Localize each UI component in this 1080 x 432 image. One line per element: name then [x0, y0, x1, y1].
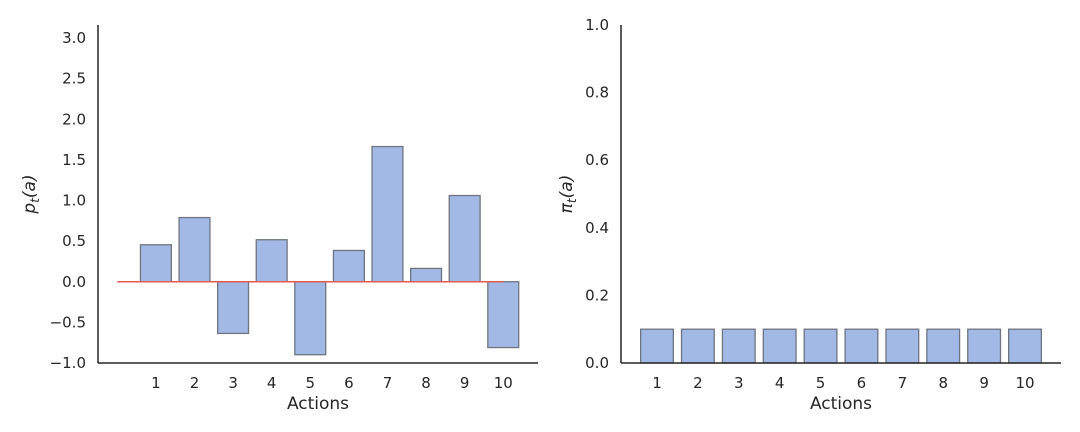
bar-action-3	[216, 281, 250, 335]
bar-action-5	[803, 328, 838, 364]
bar-action-2	[680, 328, 715, 364]
chart-2: 0.0 0.2 0.4 0.6 0.8 1.0 1 2 3 4 5 6 7 8 9 10 Actions πt(a…	[557, 16, 1061, 414]
y-axis-label: pt(a)	[20, 174, 42, 214]
x-tick-label: 8	[938, 374, 948, 392]
bar-action-2	[178, 216, 211, 283]
bar-action-1	[639, 328, 674, 364]
y-tick-label: 0.4	[585, 219, 609, 237]
x-tick-label: 10	[1015, 374, 1034, 392]
y-tick-label: 1.0	[585, 16, 609, 34]
x-tick-label: 7	[383, 374, 393, 392]
y-tick-label: 2.0	[62, 110, 86, 128]
x-tick-label: 2	[693, 374, 703, 392]
y-tick-label: 1.0	[62, 192, 86, 210]
x-tick-label: 2	[190, 374, 200, 392]
x-tick-label: 4	[775, 374, 785, 392]
bar-action-10	[487, 281, 520, 349]
y-tick-label: 3.0	[62, 29, 86, 47]
y-tick-label: 1.5	[62, 151, 86, 169]
x-tick-label: 7	[898, 374, 908, 392]
bar-action-3	[721, 328, 756, 364]
bar-action-8	[926, 328, 961, 364]
y-tick-label: 0.5	[62, 232, 86, 250]
x-tick-label: 6	[857, 374, 867, 392]
x-tick-label: 9	[460, 374, 470, 392]
x-axis-label: Actions	[287, 394, 349, 414]
x-tick-label: 9	[979, 374, 989, 392]
x-tick-label: 1	[652, 374, 662, 392]
x-tick-label: 1	[151, 374, 161, 392]
y-tick-label: 0.0	[585, 354, 609, 372]
bar-action-4	[255, 239, 288, 283]
y-axis-label: πt(a)	[557, 175, 579, 214]
bar-action-9	[967, 328, 1002, 364]
bar-action-4	[762, 328, 797, 364]
y-tick-label: 0.6	[585, 151, 609, 169]
bar-action-6	[332, 249, 365, 283]
bar-action-5	[294, 281, 327, 356]
bar-action-7	[371, 145, 404, 283]
bar-action-10	[1008, 328, 1043, 364]
x-tick-label: 10	[494, 374, 513, 392]
bar-action-8	[409, 267, 443, 283]
y-tick-label: 0.2	[585, 286, 609, 304]
bar-action-1	[139, 244, 172, 283]
chart-1: −1.0 −0.5 0.0 0.5 1.0 1.5 2.0 2.5 3.0 1 2 3 4 5 6 7 8 9 10…	[20, 25, 538, 414]
x-tick-label: 5	[816, 374, 826, 392]
bar-action-7	[885, 328, 920, 364]
x-tick-label: 3	[734, 374, 744, 392]
y-tick-label: 0.0	[62, 273, 86, 291]
x-tick-label: 3	[228, 374, 238, 392]
bar-action-6	[844, 328, 879, 364]
y-tick-label: −1.0	[50, 354, 86, 372]
x-tick-label: 6	[344, 374, 354, 392]
x-tick-label: 5	[306, 374, 316, 392]
bar-action-9	[448, 194, 481, 283]
y-tick-label: 2.5	[62, 70, 86, 88]
x-axis-label: Actions	[810, 394, 872, 414]
y-tick-label: 0.8	[585, 84, 609, 102]
x-tick-label: 8	[421, 374, 431, 392]
y-tick-label: −0.5	[50, 313, 86, 331]
x-tick-label: 4	[267, 374, 277, 392]
